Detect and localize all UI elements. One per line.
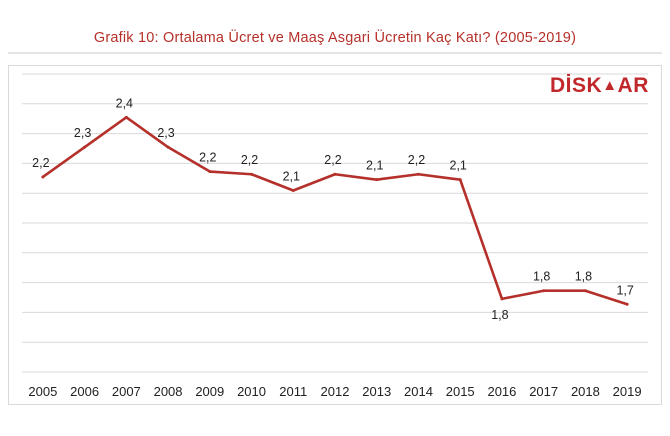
logo-ar-text: AR — [617, 74, 649, 97]
data-point — [166, 145, 170, 149]
data-label: 2,1 — [450, 159, 467, 173]
title-divider — [8, 52, 662, 54]
data-label: 2,2 — [241, 153, 258, 167]
data-point — [458, 178, 462, 182]
data-label: 1,8 — [575, 270, 592, 284]
x-tick-label: 2008 — [154, 384, 183, 399]
x-tick-label: 2012 — [321, 384, 350, 399]
x-tick-label: 2016 — [487, 384, 516, 399]
data-point — [542, 289, 546, 293]
data-label: 1,7 — [616, 283, 633, 297]
x-tick-label: 2011 — [279, 384, 307, 399]
x-tick-label: 2015 — [446, 384, 475, 399]
x-tick-label: 2007 — [112, 384, 141, 399]
data-label: 1,8 — [533, 270, 550, 284]
x-tick-label: 2006 — [70, 384, 99, 399]
x-tick-label: 2018 — [571, 384, 600, 399]
data-label: 2,1 — [283, 169, 300, 183]
data-point — [291, 188, 295, 192]
x-tick-label: 2017 — [529, 384, 558, 399]
data-point — [124, 115, 128, 119]
logo-disk-text: DİSK — [550, 74, 603, 97]
x-tick-label: 2009 — [195, 384, 224, 399]
x-tick-label: 2013 — [362, 384, 391, 399]
x-tick-label: 2010 — [237, 384, 266, 399]
data-point — [41, 175, 45, 179]
x-tick-label: 2005 — [28, 384, 57, 399]
data-point — [625, 302, 629, 306]
data-label: 2,2 — [408, 153, 425, 167]
data-point — [375, 178, 379, 182]
data-label: 2,1 — [366, 159, 383, 173]
data-label: 2,3 — [157, 126, 174, 140]
data-label: 2,2 — [199, 151, 216, 165]
data-point — [333, 172, 337, 176]
data-label: 2,2 — [32, 156, 49, 170]
x-tick-label: 2019 — [613, 384, 642, 399]
data-point — [583, 289, 587, 293]
data-point — [83, 145, 87, 149]
data-label: 2,3 — [74, 126, 91, 140]
data-label: 2,4 — [116, 96, 133, 110]
logo-triangle-icon: ▲ — [602, 77, 618, 94]
x-tick-label: 2014 — [404, 384, 433, 399]
data-point — [416, 172, 420, 176]
chart-title: Grafik 10: Ortalama Ücret ve Maaş Asgari… — [93, 30, 577, 46]
data-point — [208, 170, 212, 174]
diskar-logo: DİSK▲AR — [550, 74, 649, 98]
data-label: 1,8 — [491, 308, 508, 322]
data-point — [250, 172, 254, 176]
data-point — [500, 297, 504, 301]
chart-frame — [8, 65, 662, 405]
data-label: 2,2 — [324, 153, 341, 167]
